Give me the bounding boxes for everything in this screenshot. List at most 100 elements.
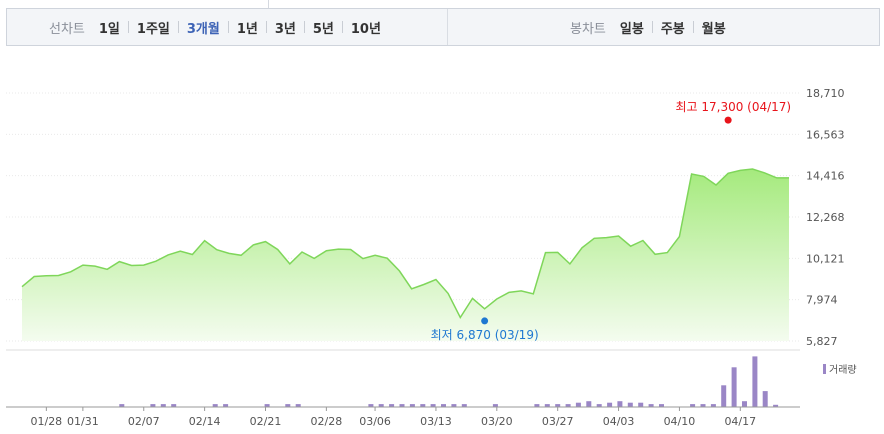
- volume-bar: [420, 404, 426, 407]
- price-markers: 최고 17,300 (04/17) 최저 6,870 (03/19): [431, 100, 791, 342]
- tab-일봉[interactable]: 일봉: [619, 21, 644, 37]
- x-tick-label: 03/06: [359, 415, 391, 428]
- tab-주봉[interactable]: 주봉: [660, 21, 685, 37]
- volume-bars: [119, 356, 779, 407]
- volume-bar: [752, 356, 758, 407]
- volume-bar: [534, 404, 540, 407]
- volume-bar: [627, 402, 633, 407]
- tab-separator: [227, 21, 229, 33]
- tab-3년[interactable]: 3년: [274, 21, 296, 37]
- volume-bar: [461, 404, 467, 407]
- volume-bar: [586, 401, 592, 407]
- tab-separator: [692, 21, 694, 33]
- candle-chart-tabs: 봉차트 일봉 주봉 월봉: [570, 9, 726, 45]
- x-tick-label: 02/21: [250, 415, 282, 428]
- volume-bar: [441, 404, 446, 407]
- tab-1년[interactable]: 1년: [236, 21, 258, 37]
- x-tick-label: 03/27: [542, 415, 574, 428]
- max-price-marker: [724, 116, 732, 124]
- y-tick-label: 12,268: [806, 211, 845, 224]
- volume-bar: [389, 404, 395, 407]
- volume-bar: [264, 404, 270, 407]
- volume-bar: [150, 404, 156, 407]
- x-tick-label: 01/28: [30, 415, 62, 428]
- volume-bar: [399, 404, 405, 407]
- y-tick-label: 10,121: [806, 252, 845, 265]
- tab-1주일[interactable]: 1주일: [136, 21, 170, 37]
- volume-bar: [710, 404, 716, 407]
- volume-bar: [648, 404, 654, 407]
- volume-bar: [295, 404, 301, 407]
- volume-bar: [742, 401, 747, 407]
- price-area: [22, 169, 789, 341]
- volume-bar: [596, 404, 602, 407]
- volume-legend: 거래량: [823, 364, 857, 376]
- volume-legend-swatch: [823, 364, 826, 374]
- x-tick-label: 04/10: [664, 415, 696, 428]
- y-tick-label: 5,827: [806, 335, 838, 348]
- line-chart-tabs: 선차트 1일 1주일 3개월 1년 3년 5년 10년: [49, 9, 381, 45]
- volume-bar: [721, 385, 727, 407]
- x-tick-label: 02/07: [128, 415, 160, 428]
- volume-bar: [378, 404, 384, 407]
- tab-separator: [127, 21, 129, 33]
- volume-bar: [659, 404, 664, 407]
- volume-bar: [212, 404, 218, 407]
- volume-bar: [638, 402, 644, 407]
- date-x-axis: 01/28 01/31 02/07 02/14 02/21 02/28 03/06 03/13…: [30, 407, 756, 428]
- price-line: [21, 168, 789, 320]
- y-tick-label: 18,710: [806, 87, 845, 100]
- tab-separator: [177, 21, 179, 33]
- x-tick-label: 04/17: [724, 415, 756, 428]
- min-price-marker: [481, 317, 489, 325]
- volume-bar: [160, 404, 166, 407]
- volume-bar: [565, 404, 571, 407]
- volume-bar: [409, 404, 415, 407]
- line-chart-label: 선차트: [49, 21, 85, 37]
- tab-separator: [265, 21, 267, 33]
- volume-bar: [607, 402, 613, 407]
- volume-bar: [119, 404, 125, 407]
- volume-bar: [451, 404, 457, 407]
- y-tick-label: 7,974: [806, 294, 838, 307]
- y-tick-label: 14,416: [806, 170, 845, 183]
- tab-10년[interactable]: 10년: [350, 21, 381, 37]
- x-tick-label: 01/31: [67, 415, 99, 428]
- volume-legend-label: 거래량: [829, 364, 857, 376]
- min-price-label: 최저 6,870 (03/19): [431, 328, 539, 342]
- tab-1일[interactable]: 1일: [98, 21, 120, 37]
- volume-bar: [700, 404, 706, 407]
- tab-separator: [303, 21, 305, 33]
- volume-bar: [368, 404, 374, 407]
- volume-bar: [617, 401, 623, 407]
- volume-bar: [773, 404, 779, 407]
- tab-divider: [447, 9, 448, 45]
- tab-월봉[interactable]: 월봉: [701, 21, 726, 37]
- x-tick-label: 02/14: [189, 415, 221, 428]
- candle-chart-label: 봉차트: [570, 21, 606, 37]
- x-tick-label: 04/03: [603, 415, 635, 428]
- period-tab-bar: 선차트 1일 1주일 3개월 1년 3년 5년 10년 봉차트 일봉 주봉 월봉: [6, 8, 880, 46]
- volume-bar: [285, 404, 291, 407]
- volume-bar: [544, 404, 550, 407]
- x-tick-label: 02/28: [311, 415, 343, 428]
- tab-separator: [651, 21, 653, 33]
- tab-5년[interactable]: 5년: [312, 21, 334, 37]
- volume-bar: [171, 404, 177, 407]
- price-y-axis: 18,710 16,563 14,416 12,268 10,121 7,974 5,827: [806, 87, 845, 348]
- volume-bar: [430, 404, 436, 407]
- top-divider: [268, 0, 269, 8]
- x-tick-label: 03/20: [481, 415, 513, 428]
- tab-3개월[interactable]: 3개월: [186, 21, 220, 37]
- tab-separator: [341, 21, 343, 33]
- volume-bar: [555, 404, 561, 407]
- y-tick-label: 16,563: [806, 128, 845, 141]
- volume-bar: [762, 391, 768, 407]
- max-price-label: 최고 17,300 (04/17): [675, 100, 791, 114]
- volume-bar: [575, 402, 581, 407]
- x-tick-label: 03/13: [420, 415, 452, 428]
- volume-bar: [492, 404, 498, 407]
- volume-bar: [690, 404, 696, 407]
- volume-bar: [731, 367, 737, 407]
